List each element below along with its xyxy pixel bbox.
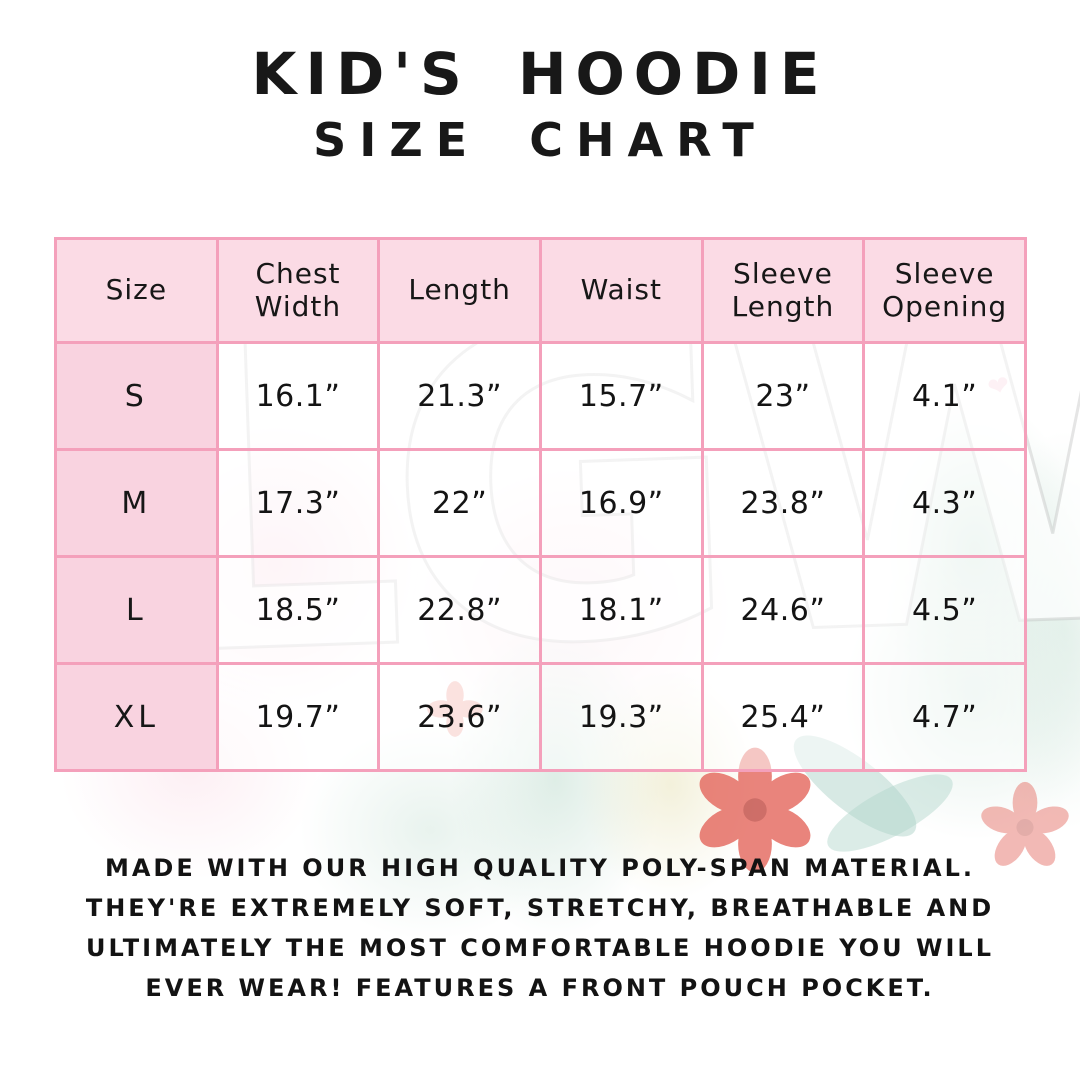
measurement-cell: 18.5” <box>215 555 381 665</box>
column-header-size: Size <box>54 237 219 344</box>
size-cell: L <box>54 555 219 665</box>
table-row-s: S 16.1” 21.3” 15.7” 23” 4.1” <box>54 341 1027 451</box>
column-header-chest-width: Chest Width <box>215 237 381 344</box>
size-cell: XL <box>54 662 219 772</box>
measurement-cell: 24.6” <box>700 555 866 665</box>
table-header: Size Chest Width Length Waist Sleeve Len… <box>54 237 1027 344</box>
measurement-cell: 22” <box>377 448 542 558</box>
title-block: KID'S HOODIE SIZE CHART <box>0 40 1080 166</box>
measurement-cell: 15.7” <box>538 341 704 451</box>
product-description: MADE WITH OUR HIGH QUALITY POLY-SPAN MAT… <box>0 848 1080 1008</box>
page-subtitle: SIZE CHART <box>313 112 767 167</box>
description-line: ULTIMATELY THE MOST COMFORTABLE HOODIE Y… <box>85 934 995 962</box>
table-row-xl: XL 19.7” 23.6” 19.3” 25.4” 4.7” <box>54 662 1027 772</box>
size-cell: S <box>54 341 219 451</box>
measurement-cell: 16.9” <box>538 448 704 558</box>
description-line: THEY'RE EXTREMELY SOFT, STRETCHY, BREATH… <box>85 894 995 922</box>
measurement-cell: 16.1” <box>215 341 381 451</box>
table-row-l: L 18.5” 22.8” 18.1” 24.6” 4.5” <box>54 555 1027 665</box>
column-header-waist: Waist <box>538 237 704 344</box>
measurement-cell: 4.1” <box>862 341 1027 451</box>
measurement-cell: 4.5” <box>862 555 1027 665</box>
column-header-sleeve-opening: Sleeve Opening <box>862 237 1027 344</box>
table-row-m: M 17.3” 22” 16.9” 23.8” 4.3” <box>54 448 1027 558</box>
header-row: Size Chest Width Length Waist Sleeve Len… <box>54 237 1027 344</box>
measurement-cell: 21.3” <box>377 341 542 451</box>
measurement-cell: 19.3” <box>538 662 704 772</box>
size-chart-table: Size Chest Width Length Waist Sleeve Len… <box>54 237 1027 772</box>
measurement-cell: 4.3” <box>862 448 1027 558</box>
measurement-cell: 23” <box>700 341 866 451</box>
description-line: EVER WEAR! FEATURES A FRONT POUCH POCKET… <box>145 974 935 1002</box>
column-header-length: Length <box>377 237 542 344</box>
size-cell: M <box>54 448 219 558</box>
measurement-cell: 18.1” <box>538 555 704 665</box>
measurement-cell: 17.3” <box>215 448 381 558</box>
table-body: S 16.1” 21.3” 15.7” 23” 4.1” M 17.3” 22”… <box>54 341 1027 772</box>
measurement-cell: 23.8” <box>700 448 866 558</box>
column-header-sleeve-length: Sleeve Length <box>700 237 866 344</box>
measurement-cell: 23.6” <box>377 662 542 772</box>
measurement-cell: 4.7” <box>862 662 1027 772</box>
measurement-cell: 19.7” <box>215 662 381 772</box>
description-line: MADE WITH OUR HIGH QUALITY POLY-SPAN MAT… <box>104 854 976 882</box>
page-title: KID'S HOODIE <box>251 40 829 108</box>
measurement-cell: 22.8” <box>377 555 542 665</box>
measurement-cell: 25.4” <box>700 662 866 772</box>
